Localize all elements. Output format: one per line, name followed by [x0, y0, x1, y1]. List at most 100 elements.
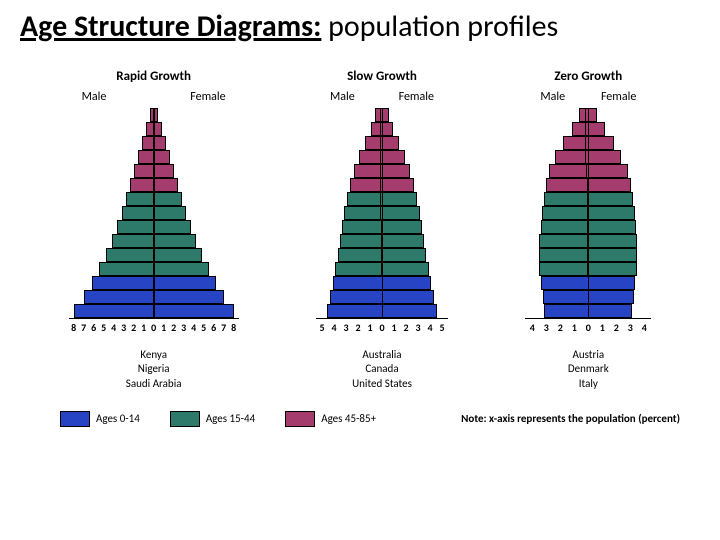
- legend-item: Ages 45-85+: [285, 411, 376, 427]
- legend-label: Ages 15-44: [206, 412, 255, 425]
- male-bar: [335, 262, 382, 276]
- x-tick: 1: [364, 321, 376, 334]
- female-bar: [383, 304, 437, 318]
- page-title: Age Structure Diagrams: population profi…: [0, 0, 720, 49]
- country-list: AustriaDenmarkItaly: [568, 348, 609, 391]
- x-tick: 4: [189, 321, 199, 334]
- female-bar: [588, 248, 637, 262]
- pyramid-bars: [322, 108, 442, 318]
- female-bar: [381, 136, 399, 150]
- male-bar: [544, 192, 589, 206]
- x-tick: 4: [328, 321, 340, 334]
- country: Denmark: [568, 362, 609, 376]
- male-bar: [146, 122, 154, 136]
- legend-swatch: [60, 411, 90, 427]
- female-bar: [154, 276, 216, 290]
- male-bar: [371, 122, 382, 136]
- legend-label: Ages 0-14: [96, 412, 140, 425]
- legend: Ages 0-14 Ages 15-44 Ages 45-85+ Note: x-ax…: [0, 391, 720, 427]
- title-rest: population profiles: [321, 8, 558, 45]
- female-bar: [382, 262, 429, 276]
- female-bar: [383, 276, 431, 290]
- male-bar: [542, 206, 588, 220]
- male-bar: [74, 304, 154, 318]
- female-bar: [154, 122, 162, 136]
- male-female-labels: MaleFemale: [532, 90, 644, 104]
- x-tick: 0: [581, 321, 595, 334]
- x-axis: 54321012345: [316, 318, 448, 334]
- female-bar: [381, 206, 419, 220]
- male-bar: [99, 262, 154, 276]
- male-bar: [347, 192, 382, 206]
- pyramid-title: Zero Growth: [554, 69, 622, 84]
- country: Australia: [352, 348, 412, 362]
- male-bar: [92, 276, 154, 290]
- pyramid-title: Slow Growth: [347, 69, 417, 84]
- x-tick: 2: [169, 321, 179, 334]
- x-tick: 7: [79, 321, 89, 334]
- male-bar: [543, 290, 589, 304]
- x-tick: 2: [400, 321, 412, 334]
- female-bar: [154, 178, 178, 192]
- female-bar: [154, 290, 224, 304]
- x-tick: 4: [109, 321, 119, 334]
- male-bar: [142, 136, 154, 150]
- female-bar: [588, 178, 631, 192]
- female-bar: [587, 164, 628, 178]
- female-bar: [589, 290, 634, 304]
- male-bar: [122, 206, 154, 220]
- x-tick: 5: [316, 321, 328, 334]
- pyramid-0: Rapid GrowthMaleFemale87654321012345678K…: [69, 69, 239, 391]
- x-tick: 2: [609, 321, 623, 334]
- female-bar: [154, 192, 182, 206]
- x-tick: 0: [149, 321, 159, 334]
- x-tick: 5: [436, 321, 448, 334]
- female-bar: [154, 164, 174, 178]
- x-tick: 2: [352, 321, 364, 334]
- x-axis: 432101234: [525, 318, 651, 334]
- center-axis: [588, 108, 589, 318]
- x-tick: 0: [376, 321, 388, 334]
- country-list: KenyaNigeriaSaudi Arabia: [126, 348, 182, 391]
- female-bar: [154, 136, 166, 150]
- x-tick: 3: [623, 321, 637, 334]
- legend-item: Ages 0-14: [60, 411, 140, 427]
- pyramid-2: Zero GrowthMaleFemale432101234AustriaDen…: [525, 69, 651, 391]
- x-tick: 1: [139, 321, 149, 334]
- x-axis: 87654321012345678: [69, 318, 239, 334]
- pyramid-1: Slow GrowthMaleFemale54321012345Australi…: [316, 69, 448, 391]
- female-bar: [589, 276, 635, 290]
- female-bar: [381, 164, 410, 178]
- x-tick: 4: [525, 321, 539, 334]
- female-bar: [154, 220, 191, 234]
- male-female-labels: MaleFemale: [74, 90, 234, 104]
- male-bar: [555, 150, 586, 164]
- female-bar: [588, 262, 637, 276]
- male-bar: [138, 150, 154, 164]
- x-tick: 3: [119, 321, 129, 334]
- country: United States: [352, 377, 412, 391]
- x-tick: 3: [179, 321, 189, 334]
- x-tick: 1: [388, 321, 400, 334]
- female-bar: [154, 234, 196, 248]
- female-bar: [382, 220, 422, 234]
- male-label: Male: [322, 90, 363, 104]
- male-bar: [541, 276, 589, 290]
- x-tick: 8: [229, 321, 239, 334]
- female-bar: [588, 220, 636, 234]
- male-bar: [365, 136, 381, 150]
- legend-note: Note: x-axis represents the population (…: [461, 412, 680, 425]
- male-bar: [84, 290, 154, 304]
- center-axis: [154, 108, 155, 318]
- male-bar: [342, 220, 382, 234]
- female-bar: [154, 206, 186, 220]
- x-tick: 3: [412, 321, 424, 334]
- female-bar: [589, 304, 632, 318]
- x-tick: 2: [553, 321, 567, 334]
- male-bar: [327, 304, 383, 318]
- male-bar: [338, 248, 382, 262]
- x-tick: 1: [159, 321, 169, 334]
- male-bar: [330, 290, 383, 304]
- female-label: Female: [391, 90, 442, 104]
- legend-swatch: [285, 411, 315, 427]
